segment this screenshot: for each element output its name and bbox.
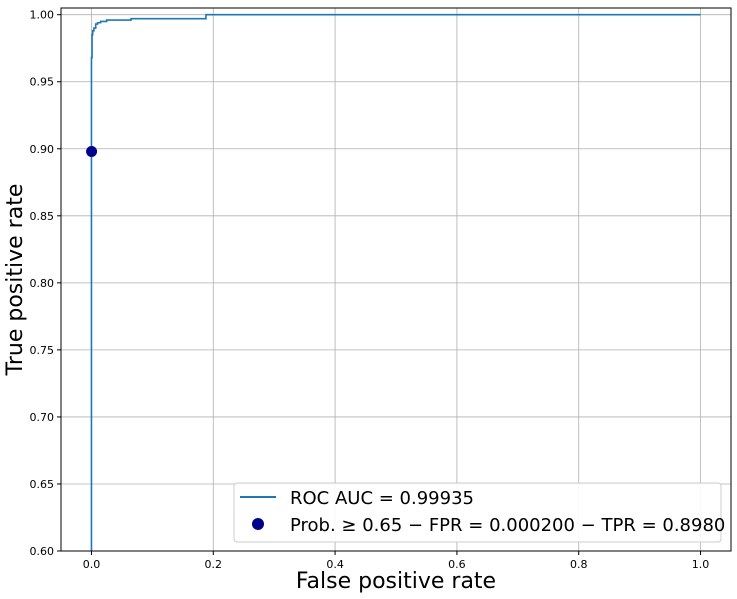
x-tick-label: 0.8 [570,558,588,571]
y-tick-label: 0.65 [30,478,55,491]
legend-label-roc: ROC AUC = 0.99935 [290,488,474,509]
legend-point-swatch [252,518,264,530]
threshold-point [86,145,98,157]
x-tick-label: 0.2 [205,558,223,571]
series-layer [86,13,701,551]
ticks: 0.0 0.2 0.4 0.6 0.8 1.0 0.60 0.65 0.70 0.75 0.80 0.… [30,9,710,571]
x-tick-label: 0.0 [83,558,101,571]
roc-curve-line [90,13,701,551]
y-tick-label: 1.00 [30,9,55,22]
y-tick-label: 0.75 [30,344,55,357]
x-axis-label: False positive rate [296,569,496,594]
y-tick-label: 0.95 [30,76,55,89]
y-tick-label: 0.85 [30,210,55,223]
x-tick-label: 0.4 [326,558,344,571]
x-tick-label: 1.0 [692,558,710,571]
legend-label-threshold: Prob. ≥ 0.65 − FPR = 0.000200 − TPR = 0.… [290,515,725,536]
legend: ROC AUC = 0.99935 Prob. ≥ 0.65 − FPR = 0… [233,482,725,543]
y-tick-label: 0.70 [30,411,55,424]
x-tick-label: 0.6 [448,558,466,571]
plot-frame [60,7,732,552]
y-axis-label: True positive rate [3,184,28,377]
y-tick-label: 0.90 [30,143,55,156]
grid [61,8,731,552]
y-tick-label: 0.80 [30,277,55,290]
legend-box [233,482,722,543]
y-tick-label: 0.60 [30,545,55,558]
